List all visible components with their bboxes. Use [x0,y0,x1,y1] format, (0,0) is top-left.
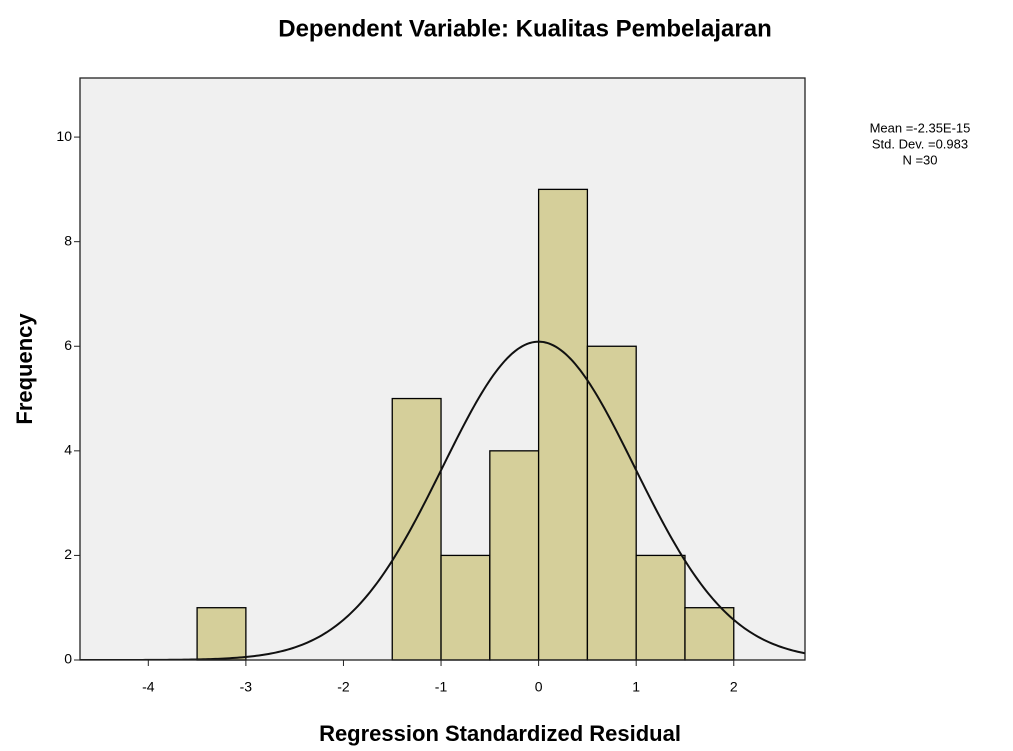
stats-label: Mean =-2.35E-15 [870,120,971,135]
bar [196,607,247,661]
y-tick-label: 6 [64,337,72,353]
x-tick-label: -4 [142,679,155,695]
x-tick-label: -3 [240,679,253,695]
bar [586,345,637,661]
x-tick-label: -2 [337,679,350,695]
y-axis-label: Frequency [12,313,37,425]
bar [440,554,491,661]
normal-curve [80,340,805,660]
bar [635,554,686,661]
y-tick-label: 2 [64,546,72,562]
x-tick-label: -1 [435,679,448,695]
stats-label: Std. Dev. =0.983 [872,136,968,151]
x-tick-label: 1 [632,679,640,695]
bar [537,188,589,661]
y-tick-label: 0 [64,651,72,667]
x-axis-label: Regression Standardized Residual [319,721,681,746]
chart-title: Dependent Variable: Kualitas Pembelajara… [278,15,772,42]
plot-frame [79,77,806,661]
y-tick-label: 10 [56,128,72,144]
x-tick-label: 0 [535,679,543,695]
bar [489,450,540,661]
x-tick-label: 2 [730,679,738,695]
bar [391,397,442,661]
stats-label: N =30 [902,152,937,167]
y-tick-label: 4 [64,442,72,458]
bar [684,607,735,661]
y-tick-label: 8 [64,232,72,248]
